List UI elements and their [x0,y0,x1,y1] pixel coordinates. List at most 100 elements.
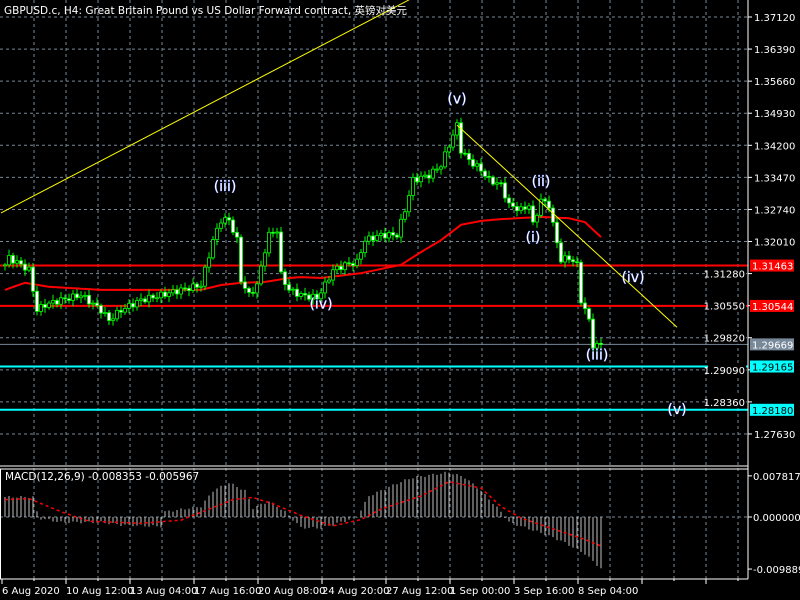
macd-label: MACD(12,26,9) -0.008353 -0.005967 [5,471,200,483]
bull-candle-body [411,176,415,196]
candle [571,256,575,267]
bear-candle-body [11,255,15,264]
candle [523,201,527,214]
candle [419,171,423,188]
candle [475,160,479,172]
candle [95,297,99,308]
candle [327,276,331,284]
candle [495,177,499,190]
bear-candle-body [551,207,555,223]
candles [3,117,603,354]
bull-candle-body [215,227,219,240]
bear-candle-body [575,261,579,264]
candle [67,293,71,304]
bear-candle-body [183,287,187,290]
candle [63,294,67,304]
bear-candle-body [471,159,475,167]
candle [587,306,591,322]
candle [191,278,195,293]
price-tick-label: 1.29090 [704,366,745,377]
bear-candle-body [503,182,507,199]
bull-candle-body [539,198,543,216]
candle [139,293,143,307]
bull-candle-body [263,252,267,267]
candle [379,229,383,241]
candle [223,213,227,228]
candle [519,202,523,214]
candle [507,194,511,209]
bull-candle-body [595,342,599,349]
bull-candle-body [407,195,411,213]
bear-candle-body [547,200,551,209]
bull-candle-body [455,122,459,136]
bull-candle-body [335,265,339,271]
bull-candle-body [423,174,427,177]
candle [71,289,75,307]
candle [491,175,495,187]
candle [199,280,203,292]
bull-candle-body [83,294,87,297]
candle [479,158,483,176]
price-label-resistance: 1.31463 [752,262,793,273]
bull-candle-body [367,235,371,242]
candle [423,171,427,179]
bear-candle-body [347,262,351,265]
bear-candle-body [55,300,59,305]
bull-candle-body [323,281,327,294]
bull-candle-body [135,300,139,308]
price-label-support: 1.29165 [752,363,793,374]
bear-candle-body [583,302,587,310]
price-tick-label: 1.34930 [754,109,795,120]
chart-title: GBPUSD.c, H4: Great Britain Pound vs US … [4,5,407,17]
wave-label: (iii) [586,348,609,364]
bull-candle-body [379,232,383,236]
candle [39,301,43,316]
bear-candle-body [31,266,35,292]
candle [531,200,535,226]
candle [211,236,215,260]
candle [447,144,451,158]
time-tick-label: 3 Sep 16:00 [514,586,574,597]
candle [415,172,419,185]
bear-candle-body [511,202,515,207]
bear-candle-body [163,291,167,297]
bull-candle-body [439,166,443,170]
bull-candle-body [91,302,95,305]
candle [3,263,7,271]
bull-candle-body [343,262,347,271]
candle [383,227,387,242]
bull-candle-body [419,175,423,183]
bear-candle-body [23,263,27,271]
candle [511,198,515,209]
candle [183,282,187,292]
bull-candle-body [355,258,359,266]
wave-label: (iv) [621,270,644,286]
candle [311,289,315,305]
candle [411,173,415,201]
bull-candle-body [155,297,159,300]
price-tick-label: 1.31280 [704,270,745,281]
bull-candle-body [39,304,43,312]
candle [51,294,55,309]
macd-tick-label: -0.009889 [753,565,800,576]
bull-candle-body [179,287,183,295]
candle [279,226,283,275]
price-tick-label: 1.34200 [754,141,795,152]
candle [567,250,571,264]
bull-candle-body [359,252,363,260]
bear-candle-body [87,294,91,305]
candle [591,313,595,354]
bear-candle-body [119,309,123,313]
candle [487,170,491,183]
candle [535,213,539,228]
price-tick-label-backdrop [708,267,746,280]
bull-candle-body [291,288,295,291]
candle [251,286,255,297]
bear-candle-body [499,182,503,185]
candle [555,217,559,249]
bear-candle-body [251,292,255,294]
bear-candle-body [271,231,275,234]
candle [483,168,487,180]
candle [15,255,19,268]
